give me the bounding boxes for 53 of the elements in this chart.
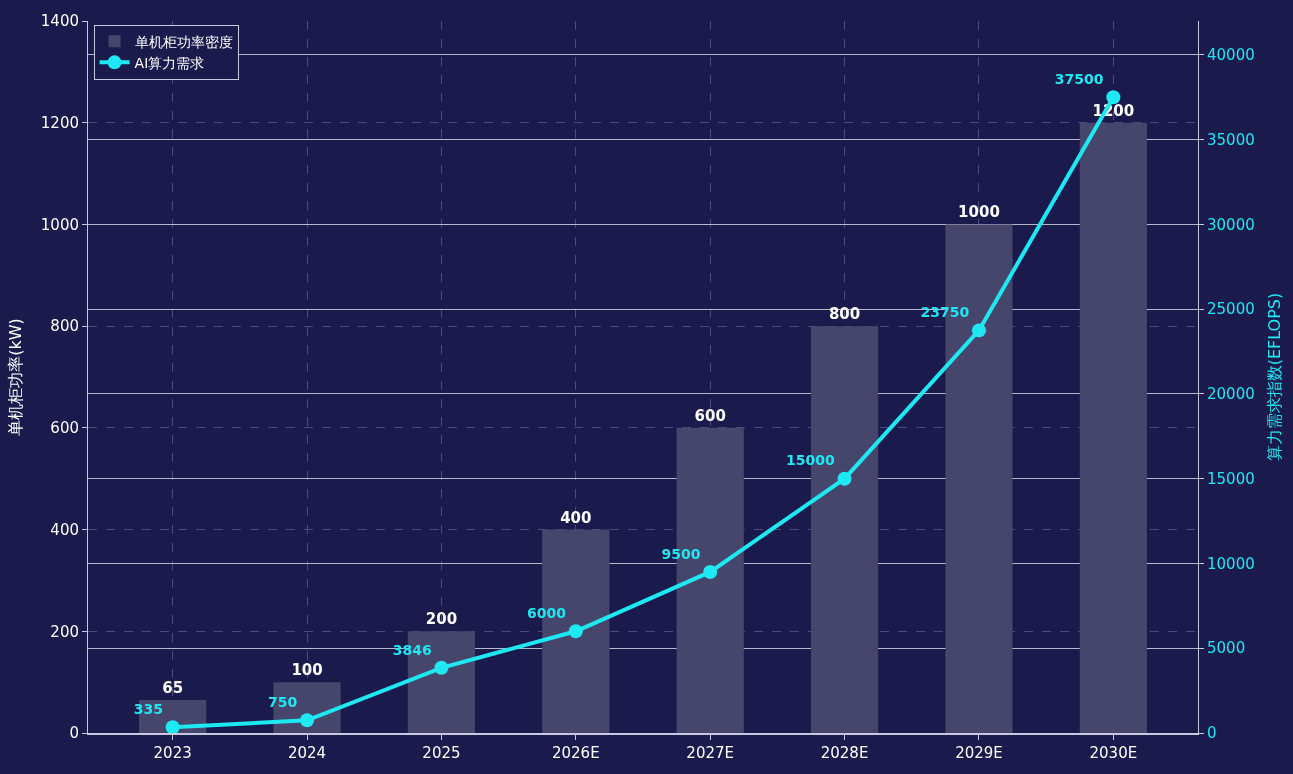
y2-tick-label: 10000 xyxy=(1207,554,1255,573)
y2-tick-label: 30000 xyxy=(1207,215,1255,234)
data-label: 3846 xyxy=(392,641,432,658)
data-label: 400 xyxy=(560,508,592,527)
bar xyxy=(1079,122,1147,733)
data-label: 750 xyxy=(268,694,298,711)
x-tick-label: 2029E xyxy=(955,744,1003,762)
x-tick-label: 2024 xyxy=(287,744,327,762)
y2-tick-label: 0 xyxy=(1207,724,1217,743)
y-tick-label: 200 xyxy=(50,622,79,641)
point xyxy=(1106,90,1121,105)
legend-label: AI算力需求 xyxy=(134,54,205,71)
data-label: 65 xyxy=(162,678,184,697)
x-tick-label: 2025 xyxy=(422,744,461,762)
y-tick-label: 800 xyxy=(50,317,79,336)
y2-tick-label: 40000 xyxy=(1207,46,1255,65)
point xyxy=(837,471,852,486)
point xyxy=(434,660,449,675)
point xyxy=(568,624,583,639)
y2-tick-label: 35000 xyxy=(1207,130,1255,149)
data-label: 800 xyxy=(828,305,861,324)
y2-tick-label: 15000 xyxy=(1207,469,1255,488)
data-label: 600 xyxy=(694,406,726,425)
data-label: 9500 xyxy=(661,545,701,562)
y-tick-label: 1000 xyxy=(40,215,79,234)
data-label: 23750 xyxy=(920,304,970,321)
y2-tick-label: 20000 xyxy=(1207,385,1255,404)
point xyxy=(703,564,718,579)
y-tick-label: 1400 xyxy=(40,12,79,31)
x-tick-label: 2030E xyxy=(1089,744,1138,762)
point xyxy=(165,720,180,735)
y2-tick-label: 25000 xyxy=(1207,300,1255,319)
x-tick-label: 2027E xyxy=(686,744,735,762)
y2-axis-title: 算力需求指数(EFLOPS) xyxy=(1265,292,1285,462)
data-label: 15000 xyxy=(786,452,836,469)
y-tick-label: 0 xyxy=(69,724,79,743)
y-tick-label: 1200 xyxy=(40,113,79,132)
x-tick-label: 2023 xyxy=(153,744,192,762)
y-tick-label: 600 xyxy=(50,419,79,438)
data-label: 100 xyxy=(291,661,323,680)
data-label: 335 xyxy=(133,701,163,718)
y-tick-label: 400 xyxy=(50,520,79,539)
legend-label: 单机柜功率密度 xyxy=(134,33,233,50)
x-tick-label: 2028E xyxy=(820,744,869,762)
y2-tick-label: 5000 xyxy=(1207,639,1246,658)
y-axis-title: 单机柜功率(kW) xyxy=(5,318,25,436)
x-tick-label: 2026E xyxy=(551,744,600,762)
data-label: 37500 xyxy=(1054,71,1104,88)
point xyxy=(300,713,315,728)
data-label: 200 xyxy=(425,610,458,629)
point xyxy=(971,323,986,338)
data-label: 1000 xyxy=(958,203,1000,222)
data-label: 6000 xyxy=(527,605,567,622)
